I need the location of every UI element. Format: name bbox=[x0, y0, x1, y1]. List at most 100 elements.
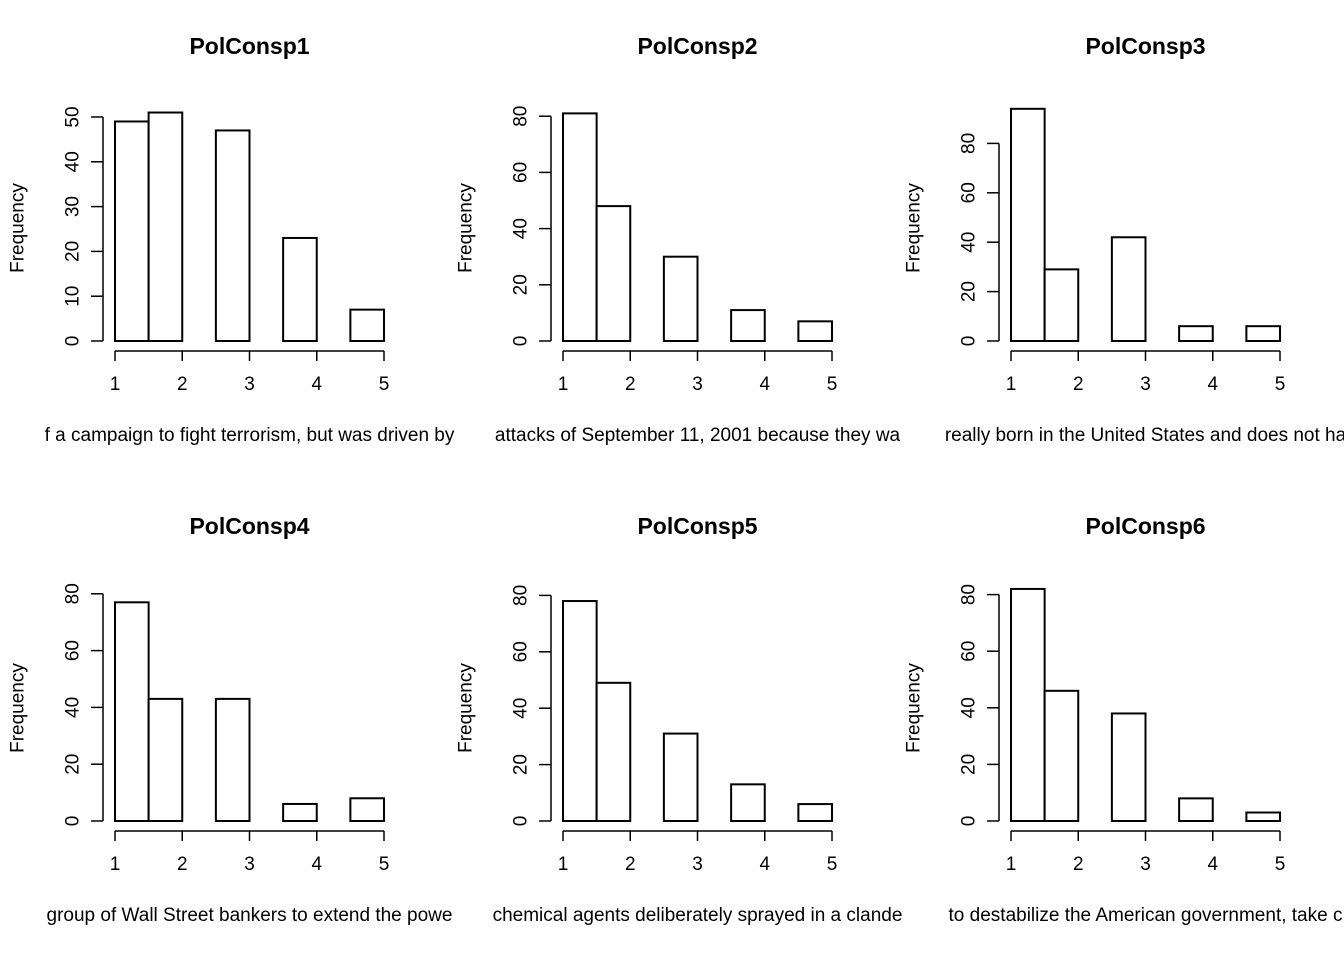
x-tick-label: 1 bbox=[1006, 374, 1017, 395]
y-tick-label: 50 bbox=[63, 106, 84, 127]
panel-title: PolConsp3 bbox=[1085, 33, 1205, 59]
x-axis-label: to destabilize the American government, … bbox=[949, 905, 1343, 926]
histogram-bar bbox=[1245, 811, 1281, 823]
panel-title: PolConsp4 bbox=[189, 513, 309, 539]
x-tick-label: 5 bbox=[827, 374, 838, 395]
histogram-bar bbox=[730, 309, 766, 342]
y-tick-label: 20 bbox=[959, 281, 980, 302]
histogram-bar bbox=[595, 205, 632, 342]
histogram-bar bbox=[114, 120, 150, 343]
histogram-bar bbox=[797, 803, 833, 823]
panel-title: PolConsp2 bbox=[637, 33, 757, 59]
histogram-bar bbox=[1178, 325, 1214, 342]
panel-title: PolConsp5 bbox=[637, 513, 757, 539]
histogram-bar bbox=[1110, 236, 1147, 342]
x-axis-label: group of Wall Street bankers to extend t… bbox=[47, 905, 453, 926]
y-axis-label: Frequency bbox=[8, 663, 29, 753]
histogram-bar bbox=[1245, 325, 1281, 342]
histogram-panel-2: PolConsp2 1 2 3 4 5 0 20 40 60 80 Frequency attacks … bbox=[456, 33, 901, 446]
y-tick-label: 40 bbox=[959, 232, 980, 253]
y-tick-label: 40 bbox=[959, 697, 980, 718]
histogram-panel-6: PolConsp6 1 2 3 4 5 0 20 40 60 80 Frequency to desta… bbox=[904, 513, 1343, 926]
x-axis-label: attacks of September 11, 2001 because th… bbox=[495, 425, 901, 446]
x-tick-label: 1 bbox=[558, 854, 569, 875]
histogram-bar bbox=[349, 797, 385, 823]
x-tick-label: 4 bbox=[1207, 854, 1218, 875]
x-tick-label: 3 bbox=[692, 374, 703, 395]
y-tick-label: 60 bbox=[959, 182, 980, 203]
y-tick-label: 60 bbox=[511, 641, 532, 662]
x-tick-label: 1 bbox=[110, 854, 121, 875]
y-tick-label: 0 bbox=[511, 816, 532, 827]
x-tick-label: 2 bbox=[1073, 854, 1084, 875]
y-tick-label: 10 bbox=[63, 286, 84, 307]
x-tick-label: 4 bbox=[311, 374, 322, 395]
x-tick-label: 3 bbox=[1140, 854, 1151, 875]
histogram-bar bbox=[282, 236, 318, 343]
x-tick-label: 3 bbox=[692, 854, 703, 875]
y-tick-label: 80 bbox=[959, 133, 980, 154]
histogram-bar bbox=[562, 600, 598, 822]
histogram-bar bbox=[214, 129, 251, 342]
histogram-panel-3: PolConsp3 1 2 3 4 5 0 20 40 60 80 Frequency really b… bbox=[904, 33, 1344, 446]
x-tick-label: 4 bbox=[759, 374, 770, 395]
x-axis-label: really born in the United States and doe… bbox=[945, 425, 1344, 446]
histogram-bar bbox=[282, 802, 318, 823]
x-axis-label: chemical agents deliberately sprayed in … bbox=[493, 905, 903, 926]
y-tick-label: 20 bbox=[511, 754, 532, 775]
histogram-bar bbox=[1043, 689, 1080, 822]
x-tick-label: 1 bbox=[1006, 854, 1017, 875]
y-tick-label: 20 bbox=[63, 241, 84, 262]
y-tick-label: 80 bbox=[511, 106, 532, 127]
x-tick-label: 3 bbox=[1140, 374, 1151, 395]
histogram-bar bbox=[1010, 107, 1046, 342]
histogram-bar bbox=[1110, 712, 1147, 823]
histogram-bar bbox=[797, 320, 833, 342]
y-tick-label: 60 bbox=[63, 640, 84, 661]
x-tick-label: 1 bbox=[110, 374, 121, 395]
y-axis-label: Frequency bbox=[904, 183, 925, 273]
y-tick-label: 30 bbox=[63, 196, 84, 217]
y-tick-label: 40 bbox=[511, 218, 532, 239]
y-tick-label: 20 bbox=[959, 754, 980, 775]
x-axis-label: f a campaign to fight terrorism, but was… bbox=[45, 425, 455, 446]
y-tick-label: 80 bbox=[63, 583, 84, 604]
histogram-bar bbox=[730, 783, 766, 823]
y-axis-label: Frequency bbox=[8, 183, 29, 273]
histogram-bar bbox=[1010, 587, 1046, 822]
histogram-bar bbox=[562, 112, 598, 342]
x-tick-label: 5 bbox=[379, 374, 390, 395]
y-tick-label: 20 bbox=[511, 274, 532, 295]
histogram-bar bbox=[147, 111, 184, 342]
y-tick-label: 20 bbox=[63, 754, 84, 775]
y-tick-label: 80 bbox=[959, 584, 980, 605]
panel-title: PolConsp1 bbox=[189, 33, 309, 59]
y-tick-label: 0 bbox=[63, 816, 84, 827]
y-tick-label: 0 bbox=[959, 816, 980, 827]
x-tick-label: 5 bbox=[827, 854, 838, 875]
y-tick-label: 80 bbox=[511, 585, 532, 606]
x-tick-label: 4 bbox=[1207, 374, 1218, 395]
histogram-bar bbox=[147, 697, 184, 823]
y-axis-label: Frequency bbox=[456, 183, 477, 273]
histogram-bar bbox=[214, 697, 251, 823]
histogram-bar bbox=[349, 308, 385, 343]
x-tick-label: 5 bbox=[379, 854, 390, 875]
histogram-bar bbox=[595, 681, 632, 822]
y-tick-label: 40 bbox=[63, 151, 84, 172]
histogram-bar bbox=[662, 732, 699, 823]
x-tick-label: 2 bbox=[625, 374, 636, 395]
x-tick-label: 5 bbox=[1275, 374, 1286, 395]
histogram-panel-4: PolConsp4 1 2 3 4 5 0 20 40 60 80 Frequency group of… bbox=[8, 513, 453, 926]
panel-title: PolConsp6 bbox=[1085, 513, 1205, 539]
y-tick-label: 0 bbox=[959, 336, 980, 347]
x-tick-label: 2 bbox=[177, 854, 188, 875]
histogram-panel-5: PolConsp5 1 2 3 4 5 0 20 40 60 80 Frequency chemical… bbox=[456, 513, 903, 926]
y-tick-label: 60 bbox=[511, 162, 532, 183]
histogram-bar bbox=[1043, 268, 1080, 342]
histogram-bar bbox=[114, 601, 150, 822]
y-tick-label: 0 bbox=[511, 336, 532, 347]
x-tick-label: 3 bbox=[244, 374, 255, 395]
